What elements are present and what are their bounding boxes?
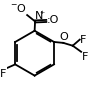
Text: F: F [81, 52, 88, 62]
Text: :O: :O [47, 15, 59, 25]
Text: N: N [35, 11, 44, 21]
Text: F: F [0, 69, 6, 79]
Text: F: F [80, 35, 86, 45]
Text: $^{+}$: $^{+}$ [39, 9, 45, 18]
Text: $^{-}$O: $^{-}$O [10, 2, 27, 14]
Text: O: O [59, 32, 68, 42]
